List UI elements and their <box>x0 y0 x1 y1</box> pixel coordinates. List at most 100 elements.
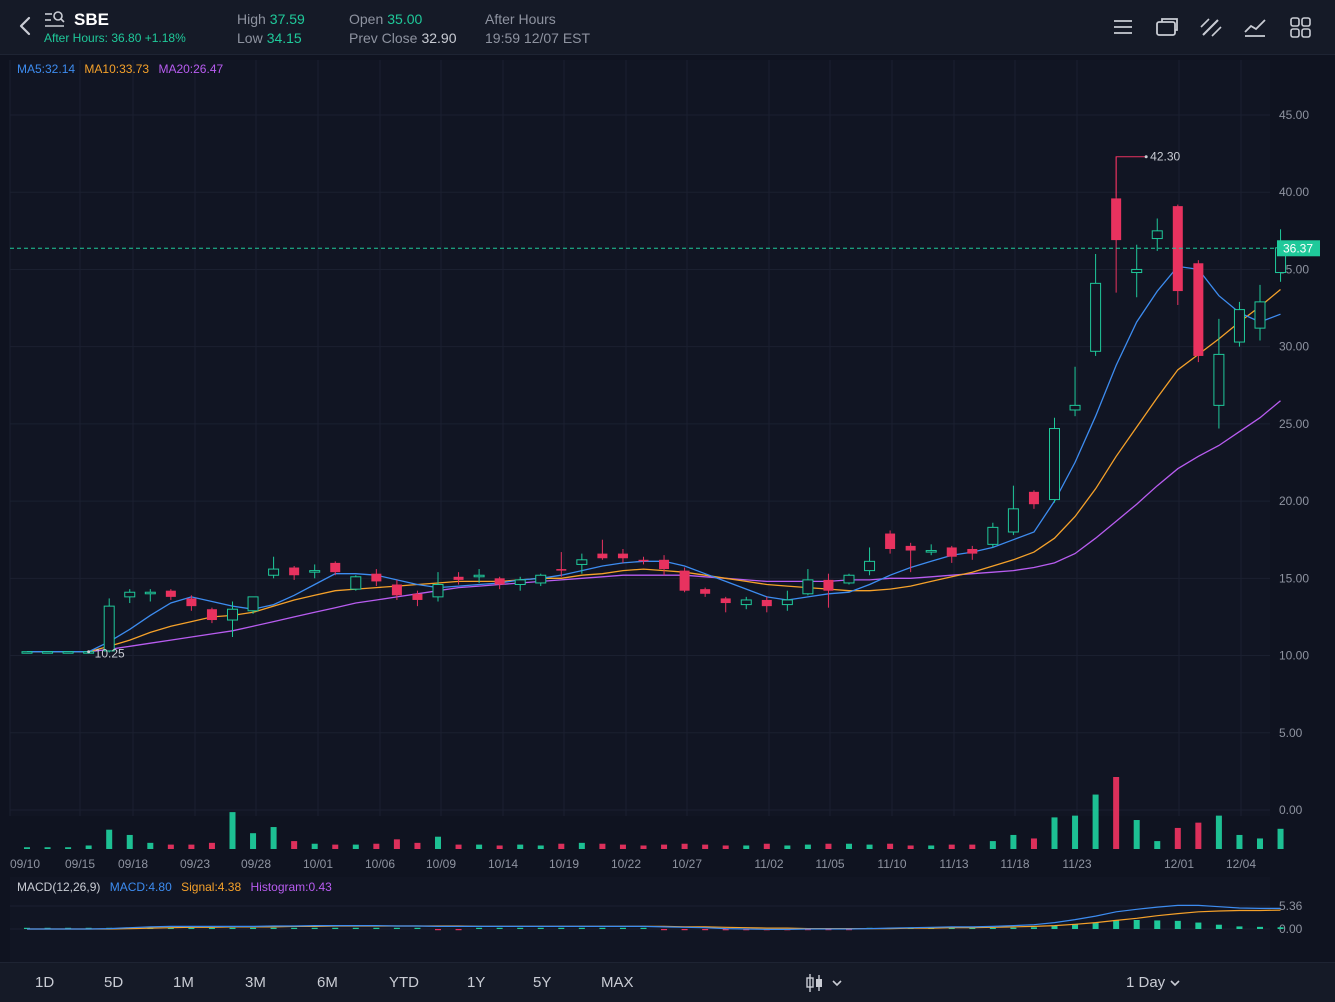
volume-bar <box>907 845 914 849</box>
candle-body <box>925 550 937 553</box>
volume-bar <box>1051 817 1058 849</box>
volume-bar <box>229 812 236 849</box>
signal-value: Signal:4.38 <box>181 880 242 894</box>
volume-bar <box>496 845 503 849</box>
candlestick-icon[interactable] <box>804 971 848 995</box>
macd-histogram-bar <box>640 927 647 929</box>
macd-histogram-bar <box>167 927 174 929</box>
volume-bar <box>640 845 647 849</box>
menu-icon[interactable] <box>1110 14 1136 40</box>
window-icon[interactable] <box>1154 14 1180 40</box>
macd-histogram-bar <box>455 929 462 931</box>
macd-histogram-bar <box>722 929 729 931</box>
macd-histogram-bar <box>1257 926 1263 929</box>
candle-body <box>453 576 464 580</box>
range-1m[interactable]: 1M <box>173 974 194 991</box>
x-tick-label: 11/05 <box>815 857 844 871</box>
candle-body <box>659 559 670 570</box>
volume-bar <box>825 843 832 849</box>
volume-bar <box>85 845 92 849</box>
candle-body <box>391 584 402 596</box>
draw-icon[interactable] <box>1198 14 1224 40</box>
candle-body <box>124 591 136 598</box>
ma5-label: MA5:32.14 <box>17 62 76 76</box>
volume-bar <box>147 842 154 849</box>
macd-histogram-bar <box>1010 927 1017 929</box>
range-1y[interactable]: 1Y <box>467 974 486 991</box>
volume-bar <box>270 827 277 849</box>
range-3m[interactable]: 3M <box>245 974 266 991</box>
volume-bar <box>1113 777 1120 849</box>
candle-body <box>535 574 547 584</box>
x-tick-label: 11/23 <box>1062 857 1091 871</box>
volume-bar <box>208 842 215 849</box>
back-icon[interactable] <box>14 12 36 40</box>
macd-histogram-bar <box>208 927 215 929</box>
macd-line <box>27 904 1281 931</box>
range-6m[interactable]: 6M <box>317 974 338 991</box>
candle-body <box>309 570 321 573</box>
candle-body <box>514 579 526 586</box>
macd-histogram-bar <box>250 927 257 929</box>
macd-histogram-bar <box>24 927 30 929</box>
symbol-search-icon[interactable] <box>44 10 66 30</box>
macd-histogram-bar <box>702 929 709 931</box>
volume-bar <box>558 843 565 849</box>
stat-high: High 37.59 <box>237 11 305 27</box>
volume-bar <box>1133 820 1140 849</box>
interval-label: 1 Day <box>1126 974 1166 991</box>
candle-body <box>371 573 382 582</box>
candle-body <box>802 579 814 595</box>
volume-bar <box>65 847 72 849</box>
candle-body <box>494 578 505 585</box>
range-5y[interactable]: 5Y <box>533 974 552 991</box>
x-tick-label: 12/04 <box>1226 857 1256 871</box>
price-chart[interactable]: 45.00 40.00 35.00 30.00 25.00 20.00 15.00 10.00… <box>0 56 1335 876</box>
macd-tick-label: 0.00 <box>1279 922 1303 936</box>
macd-chart[interactable]: 5.36 0.00 <box>0 877 1335 963</box>
candle-body <box>432 584 444 598</box>
indicator-icon[interactable] <box>1242 14 1268 40</box>
range-1d[interactable]: 1D <box>35 974 55 991</box>
candle-body <box>350 576 362 590</box>
candle-body <box>761 599 772 607</box>
volume-bar <box>44 847 51 849</box>
volume-bar <box>1277 828 1284 849</box>
volume-bar <box>455 844 462 849</box>
range-ytd[interactable]: YTD <box>389 974 419 991</box>
macd-histogram-bar <box>373 927 380 929</box>
candle-body <box>62 651 74 654</box>
volume-bar <box>250 833 257 849</box>
volume-bar <box>1257 838 1263 849</box>
range-5d[interactable]: 5D <box>104 974 124 991</box>
after-hours-quote: After Hours: 36.80 +1.18% <box>44 31 186 45</box>
macd-histogram-bar <box>188 927 195 929</box>
candle-body <box>1193 263 1204 356</box>
volume-bar <box>1154 841 1161 849</box>
macd-histogram-bar <box>681 929 688 931</box>
interval-select[interactable]: 1 Day <box>1126 974 1181 991</box>
volume-bar <box>661 844 668 849</box>
x-tick-label: 10/01 <box>303 857 333 871</box>
macd-tick-label: 5.36 <box>1279 899 1303 913</box>
volume-bar <box>1072 815 1079 849</box>
candle-body <box>617 553 628 559</box>
chart-header: SBE After Hours: 36.80 +1.18% High 37.59 … <box>0 0 1335 55</box>
volume-bar <box>681 843 688 849</box>
x-tick-label: 11/18 <box>1000 857 1029 871</box>
candle-body <box>1111 198 1122 241</box>
macd-histogram-bar <box>393 927 400 929</box>
volume-bar <box>188 844 195 849</box>
candle-body <box>967 548 978 554</box>
plot-background <box>10 60 1270 816</box>
macd-histogram-bar <box>1051 925 1058 929</box>
candle-body <box>843 574 855 584</box>
macd-histogram-bar <box>291 927 298 929</box>
volume-bar <box>332 844 339 849</box>
volume-bar <box>1195 822 1202 849</box>
candle-body <box>987 526 999 545</box>
stat-prev-close: Prev Close 32.90 <box>349 30 457 46</box>
range-max[interactable]: MAX <box>601 974 634 991</box>
symbol-ticker[interactable]: SBE <box>74 10 109 29</box>
layout-icon[interactable] <box>1287 14 1313 40</box>
